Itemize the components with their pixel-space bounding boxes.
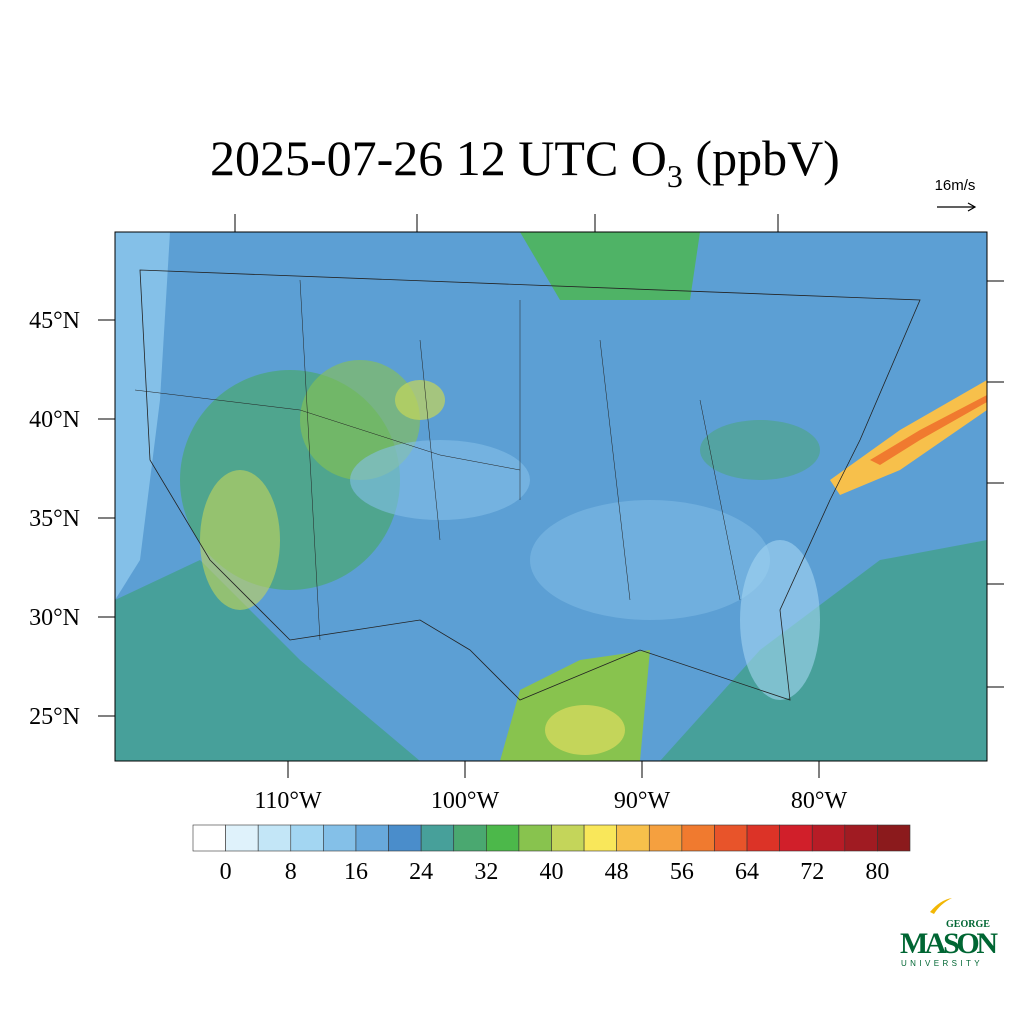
- colorbar-box: [257, 824, 292, 852]
- colorbar-box: [877, 824, 911, 852]
- colorbar-label: 0: [220, 859, 232, 885]
- lat-label: 45°N: [29, 308, 80, 334]
- lon-label: 100°W: [431, 788, 500, 814]
- colorbar-box: [518, 824, 552, 852]
- lat-label: 25°N: [29, 704, 80, 730]
- logo-bottom: UNIVERSITY: [901, 959, 983, 968]
- colorbar-label: 64: [735, 859, 759, 885]
- logo-top: GEORGE: [946, 919, 990, 930]
- colorbar-box: [811, 824, 846, 852]
- colorbar-label: 8: [285, 859, 297, 885]
- map-frame: [114, 231, 988, 762]
- title: 2025-07-26 12 UTC O3 (ppbV): [210, 130, 840, 194]
- lat-label: 35°N: [29, 506, 80, 532]
- colorbar-box: [648, 824, 683, 852]
- colorbar-box: [323, 824, 357, 852]
- lon-label: 110°W: [254, 788, 322, 814]
- colorbar-box: [225, 824, 259, 852]
- logo: GEORGE MASON UNIVERSITY: [900, 898, 998, 968]
- colorbar-box: [616, 824, 650, 852]
- map: [115, 232, 987, 761]
- wind-reference-label: 16m/s: [935, 177, 976, 194]
- colorbar-box: [714, 824, 748, 852]
- colorbar-box: [583, 824, 617, 852]
- colorbar-label: 24: [409, 859, 433, 885]
- colorbar-label: 48: [605, 859, 629, 885]
- colorbar-label: 80: [865, 859, 889, 885]
- colorbar-box: [420, 824, 455, 852]
- lat-label: 30°N: [29, 605, 80, 631]
- colorbar-box: [551, 824, 585, 852]
- frame-ticks: [234, 214, 1004, 688]
- lon-label: 90°W: [614, 788, 671, 814]
- colorbar-box: [192, 824, 226, 852]
- colorbar-box: [844, 824, 878, 852]
- colorbar-box: [388, 824, 422, 852]
- wind-reference-arrow: [937, 202, 977, 212]
- colorbar-label: 72: [800, 859, 824, 885]
- colorbar-box: [681, 824, 715, 852]
- colorbar-box: [746, 824, 780, 852]
- colorbar-label: 16: [344, 859, 368, 885]
- colorbar-label: 56: [670, 859, 694, 885]
- colorbar-label: 40: [540, 859, 564, 885]
- colorbar-box: [453, 824, 487, 852]
- colorbar-box: [355, 824, 389, 852]
- colorbar-box: [779, 824, 813, 852]
- logo-main: MASON: [900, 927, 998, 960]
- colorbar-box: [486, 824, 520, 852]
- lon-label: 80°W: [791, 788, 848, 814]
- lat-label: 40°N: [29, 407, 80, 433]
- colorbar-label: 32: [474, 859, 498, 885]
- colorbar-box: [290, 824, 324, 852]
